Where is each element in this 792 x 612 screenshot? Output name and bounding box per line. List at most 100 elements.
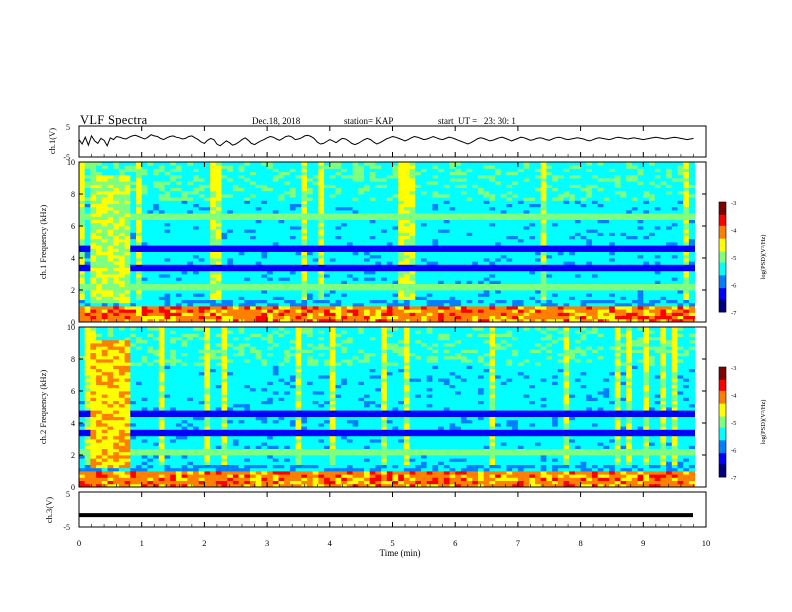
spectrogram-cell <box>329 318 336 323</box>
spectrogram-cell <box>124 296 131 300</box>
spectrogram-cell <box>443 251 450 256</box>
spectrogram-cell <box>278 261 285 265</box>
spectrogram-cell <box>227 283 234 288</box>
spectrogram-cell <box>118 203 125 208</box>
spectrogram-cell <box>272 318 279 323</box>
spectrogram-cell <box>358 210 365 214</box>
spectrogram-cell <box>455 190 462 195</box>
spectrogram-cell <box>455 229 462 233</box>
spectrogram-cell <box>540 210 547 214</box>
spectrogram-cell <box>181 274 188 278</box>
spectrogram-cell <box>415 190 422 195</box>
spectrogram-cell <box>136 245 143 249</box>
spectrogram-cell <box>546 293 553 297</box>
spectrogram-cell <box>329 222 336 227</box>
spectrogram-cell <box>158 293 165 297</box>
spectrogram-cell <box>335 165 342 169</box>
spectrogram-cell <box>358 213 365 217</box>
spectrogram-cell <box>620 242 627 246</box>
spectrogram-cell <box>358 318 365 323</box>
spectrogram-cell <box>255 242 262 246</box>
spectrogram-cell <box>592 277 599 281</box>
spectrogram-cell <box>272 283 279 288</box>
spectrogram-cell <box>198 203 205 208</box>
spectrogram-cell <box>329 219 336 224</box>
spectrogram-cell <box>603 171 610 176</box>
spectrogram-cell <box>386 226 393 230</box>
spectrogram-cell <box>193 312 200 316</box>
spectrogram-cell <box>580 299 587 304</box>
spectrogram-cell <box>415 261 422 265</box>
spectrogram-cell <box>540 318 547 323</box>
spectrogram-cell <box>609 178 616 182</box>
spectrogram-cell <box>90 235 97 240</box>
spectrogram-cell <box>438 219 445 224</box>
spectrogram-cell <box>318 242 325 246</box>
spectrogram-cell <box>523 216 530 220</box>
spectrogram-cell <box>483 277 490 281</box>
spectrogram-cell <box>238 280 245 284</box>
spectrogram-cell <box>574 261 581 265</box>
spectrogram-cell <box>466 194 473 198</box>
spectrogram-cell <box>489 235 496 240</box>
spectrogram-cell <box>295 174 302 179</box>
spectrogram-cell <box>557 171 564 176</box>
spectrogram-cell <box>175 210 182 214</box>
spectrogram-cell <box>221 315 228 320</box>
spectrogram-cell <box>569 277 576 281</box>
spectrogram-cell <box>512 290 519 294</box>
spectrogram-cell <box>312 296 319 300</box>
spectrogram-cell <box>495 181 502 185</box>
spectrogram-cell <box>546 206 553 211</box>
spectrogram-cell <box>460 219 467 224</box>
spectrogram-cell <box>141 302 148 307</box>
spectrogram-cell <box>346 229 353 233</box>
spectrogram-cell <box>107 306 114 310</box>
spectrogram-cell <box>284 283 291 288</box>
spectrogram-cell <box>592 187 599 192</box>
spectrogram-cell <box>364 187 371 192</box>
spectrogram-cell <box>409 232 416 236</box>
spectrogram-cell <box>215 200 222 204</box>
spectrogram-cell <box>238 194 245 198</box>
spectrogram-cell <box>158 286 165 291</box>
spectrogram-cell <box>324 248 331 252</box>
spectrogram-cell <box>569 280 576 284</box>
spectrogram-cell <box>432 200 439 204</box>
spectrogram-cell <box>141 219 148 224</box>
spectrogram-cell <box>307 200 314 204</box>
spectrogram-cell <box>136 168 143 172</box>
spectrogram-cell <box>483 312 490 316</box>
spectrogram-cell <box>415 315 422 320</box>
spectrogram-cell <box>586 184 593 188</box>
spectrogram-cell <box>563 235 570 240</box>
spectrogram-cell <box>609 258 616 262</box>
spectrogram-cell <box>221 290 228 294</box>
spectrogram-cell <box>335 270 342 275</box>
spectrogram-cell <box>238 315 245 320</box>
spectrogram-cell <box>193 290 200 294</box>
spectrogram-cell <box>449 181 456 185</box>
spectrogram-cell <box>210 261 217 265</box>
spectrogram-cell <box>586 229 593 233</box>
spectrogram-cell <box>227 248 234 252</box>
spectrogram-cell <box>193 203 200 208</box>
spectrogram-cell <box>592 283 599 288</box>
spectrogram-cell <box>443 178 450 182</box>
spectrogram-cell <box>552 251 559 256</box>
spectrogram-cell <box>181 315 188 320</box>
spectrogram-cell <box>609 238 616 243</box>
spectrogram-cell <box>500 178 507 182</box>
spectrogram-cell <box>164 286 171 291</box>
spectrogram-cell <box>523 242 530 246</box>
spectrogram-cell <box>466 238 473 243</box>
spectrogram-cell <box>158 277 165 281</box>
spectrogram-cell <box>255 165 262 169</box>
spectrogram-cell <box>136 261 143 265</box>
spectrogram-cell <box>392 174 399 179</box>
spectrogram-cell <box>101 309 108 313</box>
spectrogram-cell <box>181 296 188 300</box>
spectrogram-cell <box>289 174 296 179</box>
spectrogram-cell <box>381 174 388 179</box>
spectrogram-cell <box>312 280 319 284</box>
